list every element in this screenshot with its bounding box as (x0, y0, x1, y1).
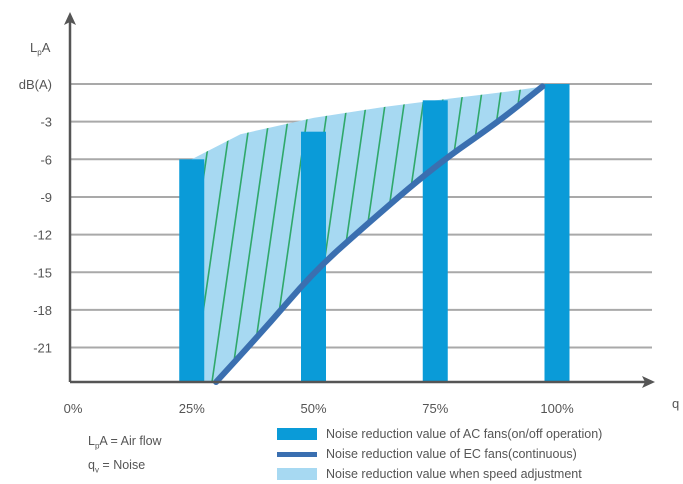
legend-swatch-ec (277, 451, 317, 457)
hatch-line (630, 70, 675, 382)
hatch-line (573, 70, 618, 382)
hatch-line (611, 70, 656, 382)
y-tick-label-3: -9 (40, 190, 52, 205)
y-tick-label-2: -6 (40, 152, 52, 167)
y-tick-label-7: -21 (33, 341, 52, 356)
legend-swatch-ac (277, 428, 317, 440)
x-axis-arrow (642, 376, 655, 388)
note-qv: qv = Noise (88, 457, 146, 475)
ac-bar-100% (544, 84, 570, 382)
hatch-line (98, 70, 143, 382)
y-axis-title: LpA (30, 40, 51, 57)
ec-fan-curve (213, 83, 546, 385)
y-tick-label-5: -15 (33, 265, 52, 280)
ac-bar-50% (301, 131, 326, 382)
hatch-line (60, 70, 105, 382)
legend-label-speed: Noise reduction value when speed adjustm… (326, 467, 582, 481)
legend-item-ec: Noise reduction value of EC fans(continu… (277, 444, 677, 464)
tick-labels: dB(A) -3 -6 -9 -12 -15 -18 -21 0% 25% 50% 75% 100% (19, 77, 574, 416)
legend-label-ac: Noise reduction value of AC fans(on/off … (326, 427, 603, 441)
hatch-line (592, 70, 637, 382)
y-tick-label-6: -18 (33, 303, 52, 318)
speed-adjustment-area (60, 70, 683, 382)
y-tick-label-0: dB(A) (19, 77, 52, 92)
x-tick-label-3: 75% (422, 401, 448, 416)
legend-label-ec: Noise reduction value of EC fans(continu… (326, 447, 577, 461)
hatch-line (136, 70, 181, 382)
y-tick-label-4: -12 (33, 228, 52, 243)
hatch-line (117, 70, 162, 382)
hatch-line (79, 70, 124, 382)
ec-fan-curve-line (213, 83, 546, 385)
note-lpa: LpA = Air flow (88, 434, 162, 451)
x-tick-label-1: 25% (179, 401, 205, 416)
ac-fan-bars (179, 84, 570, 382)
x-tick-label-0: 0% (64, 401, 83, 416)
legend: Noise reduction value of AC fans(on/off … (277, 424, 677, 484)
legend-item-ac: Noise reduction value of AC fans(on/off … (277, 424, 677, 444)
legend-swatch-speed (277, 468, 317, 480)
ac-bar-75% (422, 100, 448, 382)
variable-notes: LpA = Air flow qv = Noise (88, 432, 162, 479)
x-axis-title: q (672, 396, 679, 411)
x-tick-label-4: 100% (540, 401, 574, 416)
y-tick-label-1: -3 (40, 115, 52, 130)
hatch-line (649, 70, 683, 382)
hatch-line (668, 70, 683, 382)
legend-item-speed: Noise reduction value when speed adjustm… (277, 464, 677, 484)
x-tick-label-2: 50% (300, 401, 326, 416)
ac-bar-25% (179, 159, 205, 382)
axes (64, 12, 655, 388)
y-axis-arrow (64, 12, 76, 25)
